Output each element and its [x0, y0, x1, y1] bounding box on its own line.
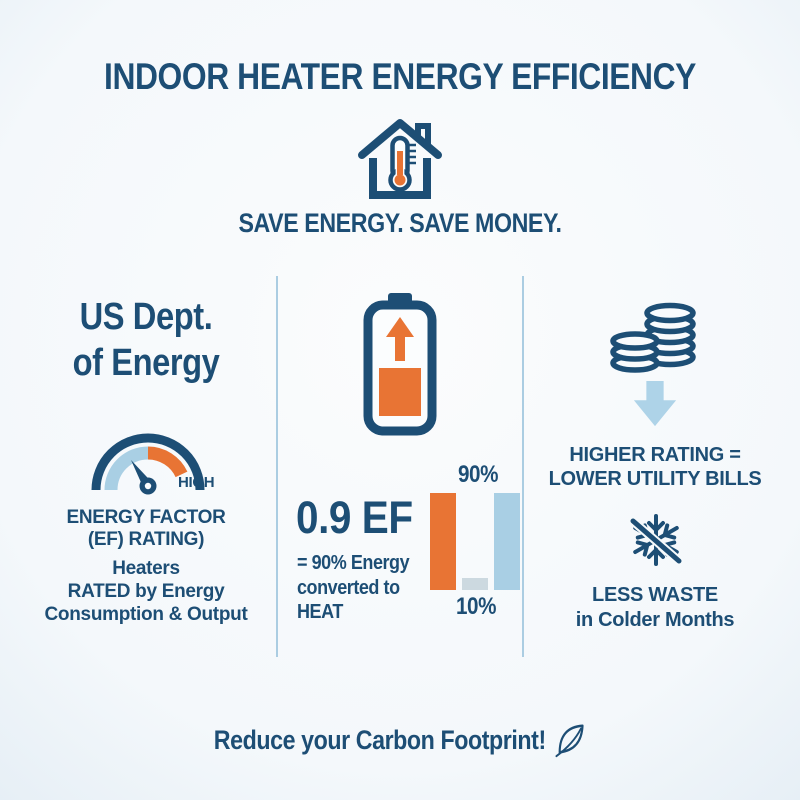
footer: Reduce your Carbon Footprint!	[56, 720, 744, 760]
benefit2-line-1: LESS WASTE	[592, 584, 718, 606]
gauge-wrap: HIGH	[86, 422, 218, 506]
bar-label-90: 90%	[457, 461, 499, 488]
snowflake-icon	[628, 514, 684, 566]
ef-value: 0.9 EF	[296, 492, 413, 543]
down-arrow-icon	[633, 381, 677, 427]
benefit-utility-bills: HIGHER RATING = LOWER UTILITY BILLS	[538, 443, 772, 491]
page-title: INDOOR HEATER ENERGY EFFICIENCY	[104, 56, 696, 97]
benefit2-line-2: in Colder Months	[575, 609, 735, 631]
benefit1-line-2: LOWER UTILITY BILLS	[548, 468, 762, 490]
bar-energy-input	[430, 493, 456, 590]
energy-factor-caption: ENERGY FACTOR (EF) RATING)	[16, 507, 276, 551]
benefit-less-waste: LESS WASTE in Colder Months	[542, 583, 768, 633]
gauge-icon	[91, 433, 205, 495]
left-column-heading: US Dept. of Energy	[36, 294, 256, 386]
column-divider-right	[522, 276, 524, 657]
column-divider-left	[276, 276, 278, 657]
bar-waste	[462, 578, 488, 590]
bar-label-10: 10%	[455, 593, 497, 620]
heading-line-2: of Energy	[72, 342, 220, 384]
rating-description: Heaters RATED by Energy Consumption & Ou…	[10, 557, 282, 626]
heading-line-1: US Dept.	[79, 296, 213, 338]
caption-line-1: ENERGY FACTOR	[66, 507, 226, 528]
mini-bar-chart	[430, 482, 522, 590]
body-line-2: RATED by Energy	[67, 581, 225, 602]
caption-line-2: (EF) RATING)	[87, 529, 205, 550]
desc-line-2: converted to	[297, 576, 400, 599]
gauge-high-label: HIGH	[178, 474, 215, 491]
house-thermometer-icon	[358, 119, 442, 199]
bar-heat-output	[494, 493, 520, 590]
body-line-3: Consumption & Output	[44, 604, 248, 625]
coins-icon	[610, 302, 696, 373]
benefit1-line-1: HIGHER RATING =	[569, 444, 741, 466]
desc-line-1: = 90% Energy	[297, 552, 410, 574]
footer-text: Reduce your Carbon Footprint!	[213, 724, 546, 755]
body-line-1: Heaters	[112, 558, 180, 579]
ef-description: = 90% Energy converted to HEAT	[297, 551, 441, 625]
leaf-icon	[555, 724, 584, 758]
desc-line-3: HEAT	[297, 601, 343, 623]
tagline: SAVE ENERGY. SAVE MONEY.	[238, 208, 562, 238]
battery-icon	[363, 293, 437, 436]
